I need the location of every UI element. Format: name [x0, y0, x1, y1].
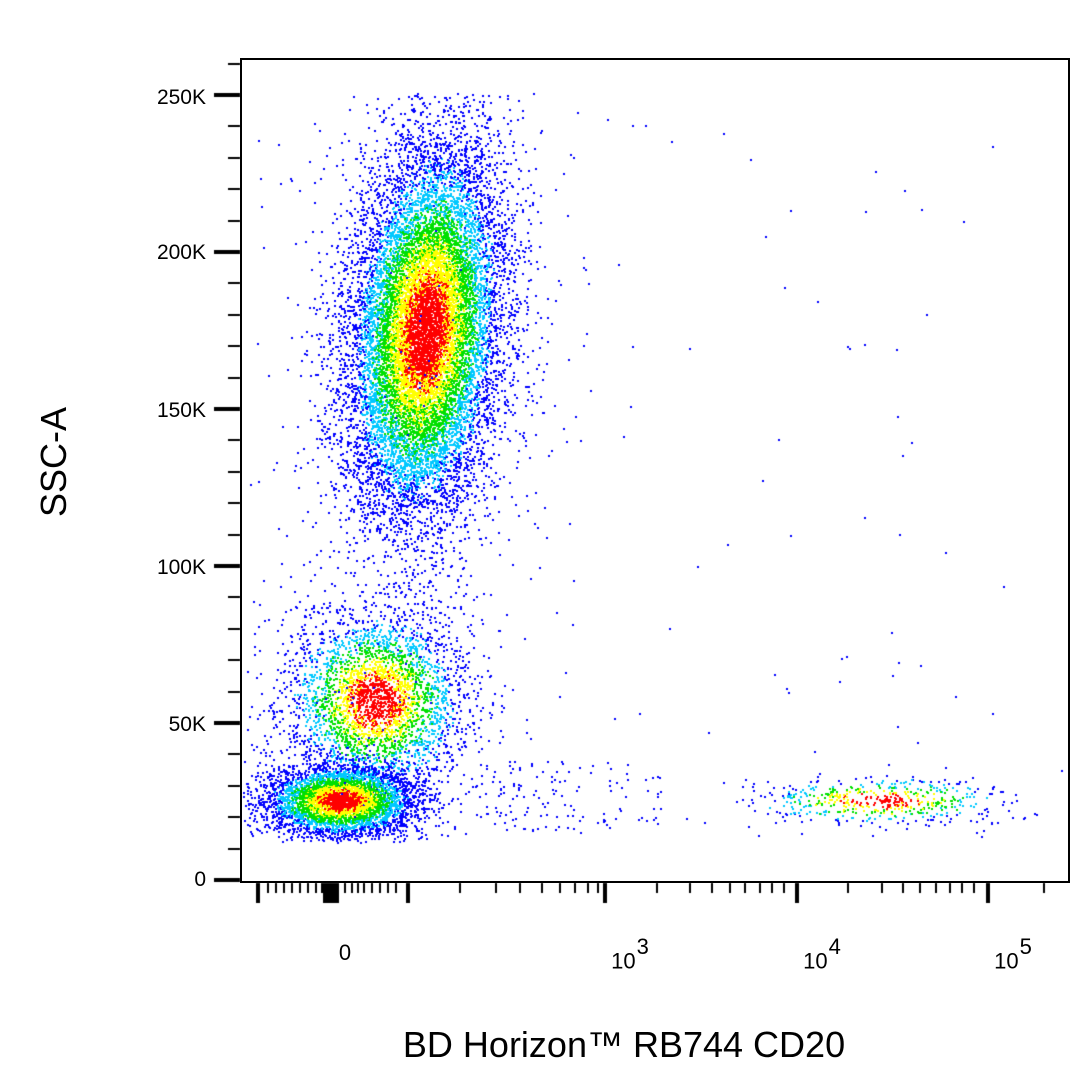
y-tick-label: 100K [156, 556, 206, 579]
x-tick-exponent: 3 [636, 934, 649, 959]
y-tick-label: 200K [156, 241, 206, 264]
y-axis-label: SSC-A [33, 406, 74, 518]
x-tick-base: 10 [994, 948, 1019, 974]
x-tick-label: 105 [994, 934, 1032, 974]
x-tick-exponent: 5 [1019, 934, 1032, 959]
x-tick-label: 0 [339, 940, 351, 966]
x-tick-base: 0 [338, 940, 352, 965]
y-tick-label: 250K [156, 86, 206, 109]
y-tick-label: 50K [168, 713, 206, 736]
x-axis-label: BD Horizon™ RB744 CD20 [402, 1024, 846, 1065]
x-tick-exponent: 4 [828, 934, 841, 959]
x-tick-base: 10 [611, 948, 636, 974]
x-tick-label: 104 [803, 934, 841, 974]
y-tick-label: 0 [194, 868, 206, 891]
y-tick-label: 150K [156, 399, 206, 422]
x-tick-label: 103 [611, 934, 649, 974]
x-tick-base: 10 [803, 948, 828, 974]
